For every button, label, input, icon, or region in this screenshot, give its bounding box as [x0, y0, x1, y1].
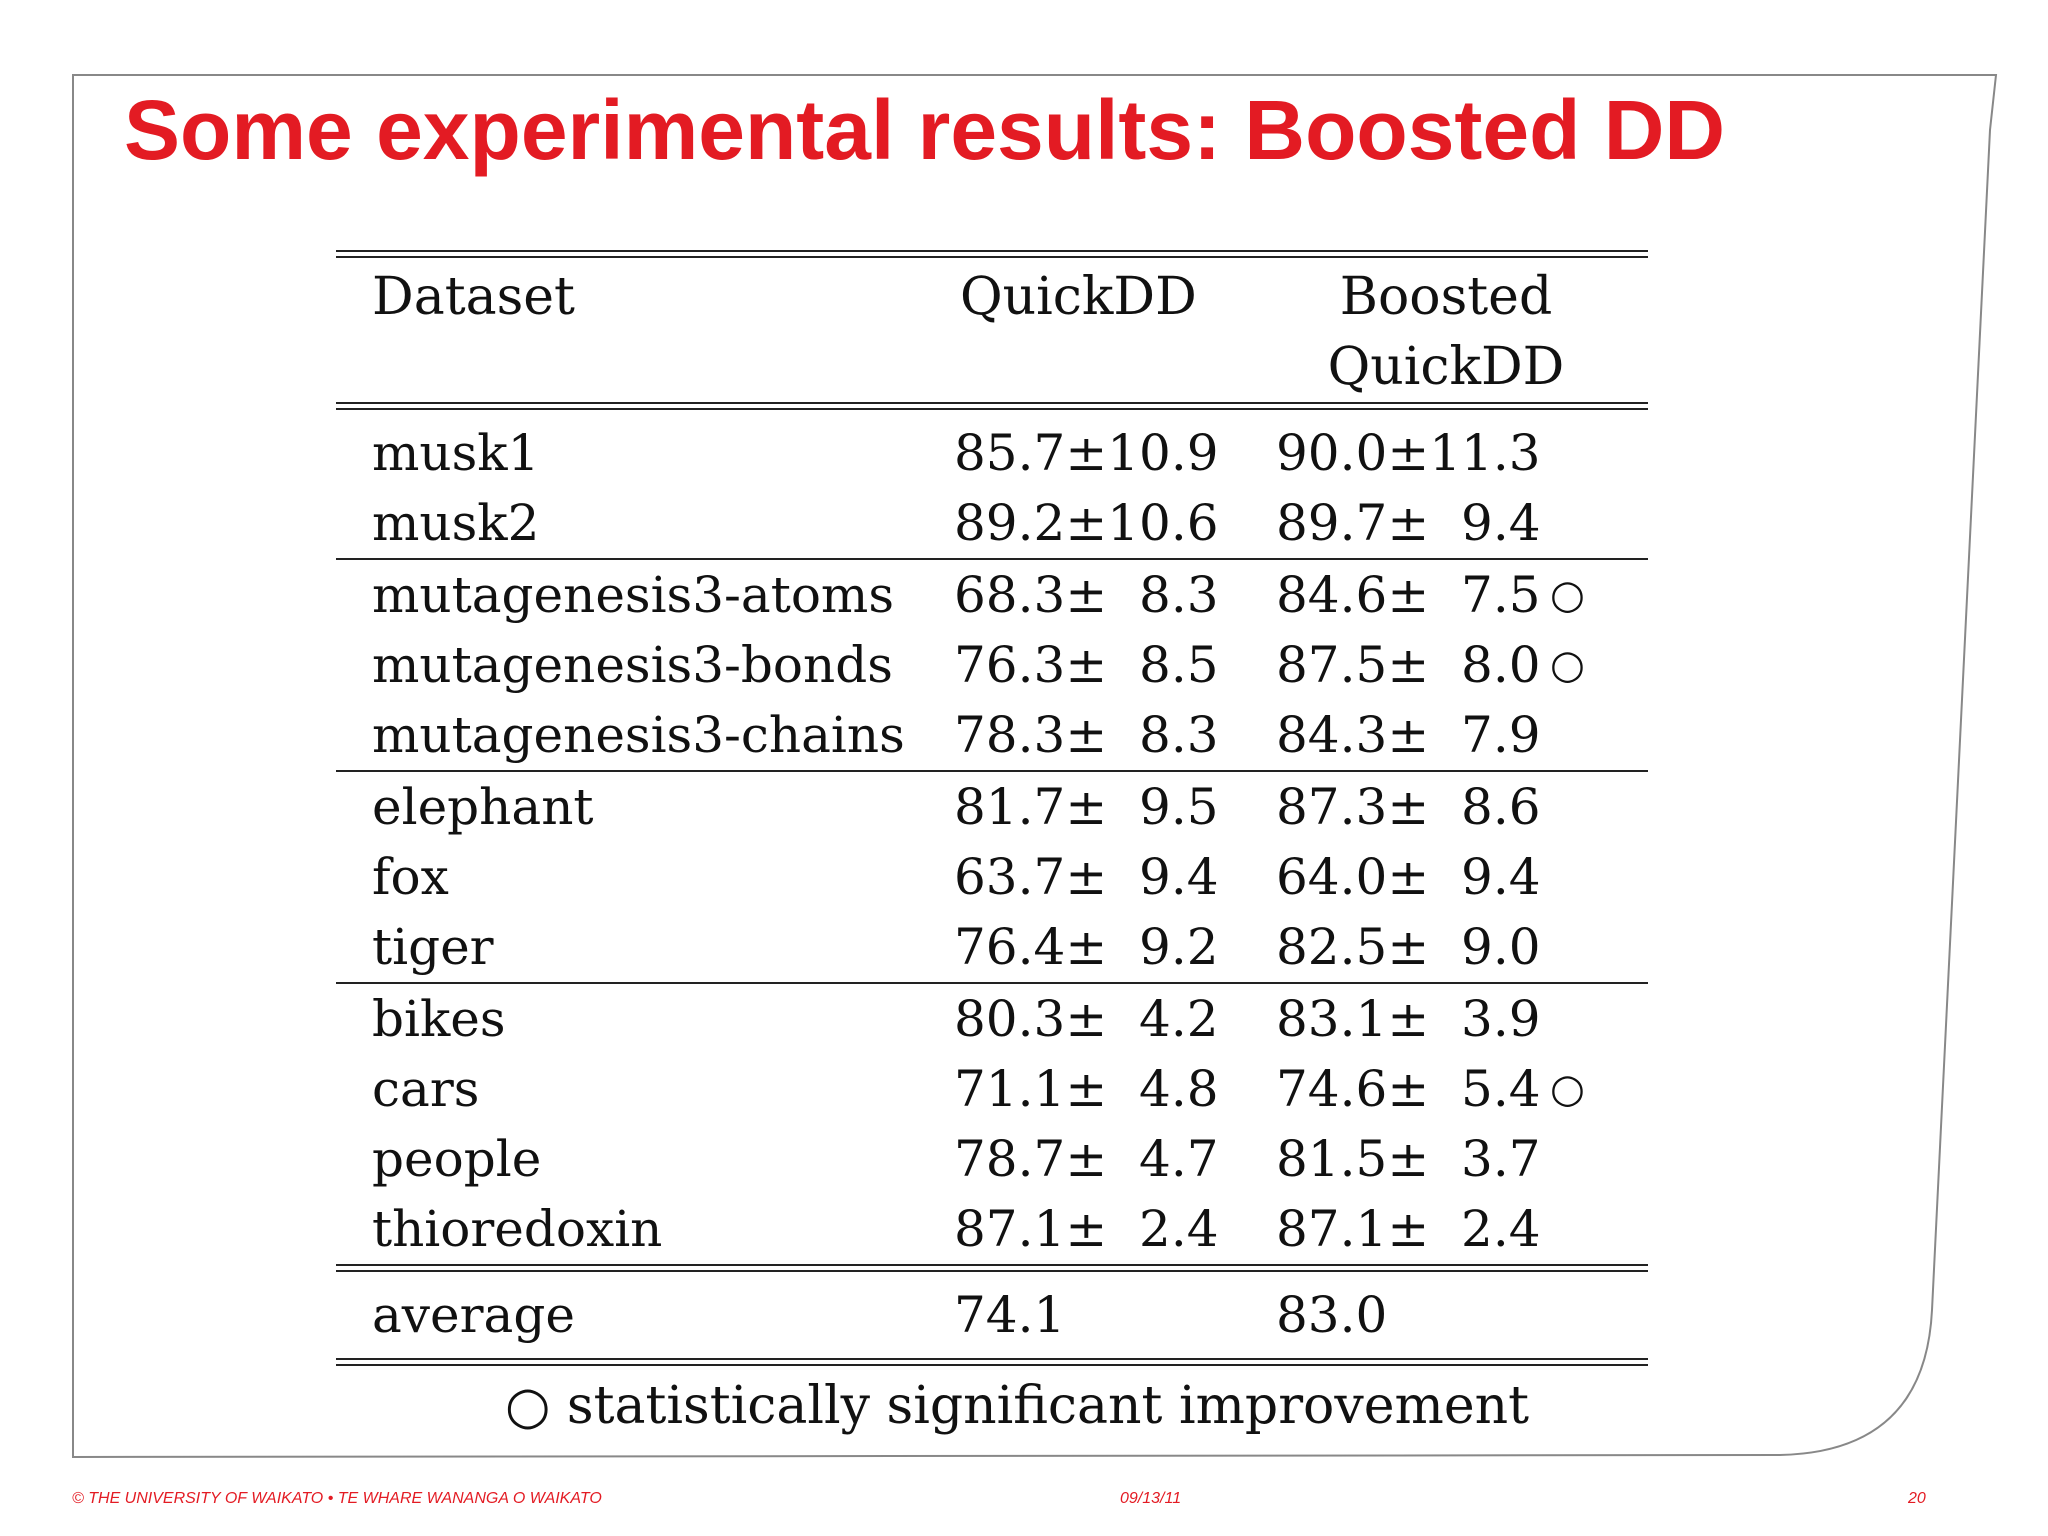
boosted-cell: 87.1± 2.4	[1276, 1200, 1541, 1258]
dataset-cell: thioredoxin	[372, 1200, 663, 1258]
table-top-rule	[336, 250, 1648, 258]
table-row: mutagenesis3-chains 78.3± 8.3 84.3± 7.9	[336, 700, 1648, 770]
boosted-cell: 64.0± 9.4	[1276, 848, 1541, 906]
dataset-cell: tiger	[372, 918, 494, 976]
average-boosted: 83.0	[1276, 1286, 1388, 1344]
header-rule	[336, 402, 1648, 410]
quickdd-cell: 68.3± 8.3	[954, 566, 1219, 624]
table-row: mutagenesis3-bonds 76.3± 8.5 87.5± 8.0 ○	[336, 630, 1648, 700]
group-separator	[336, 558, 1648, 560]
dataset-cell: musk2	[372, 494, 540, 552]
table-row: musk1 85.7±10.9 90.0±11.3	[336, 418, 1648, 488]
footer-page-number: 20	[1908, 1490, 1926, 1507]
dataset-cell: fox	[372, 848, 449, 906]
average-row: average 74.1 83.0	[336, 1272, 1648, 1358]
boosted-cell: 84.3± 7.9	[1276, 706, 1541, 764]
legend-wrap: ○ statistically significant improvement	[336, 1366, 1648, 1446]
header-dataset: Dataset	[372, 267, 575, 327]
quickdd-cell: 85.7±10.9	[954, 424, 1219, 482]
table-row: musk2 89.2±10.6 89.7± 9.4	[336, 488, 1648, 558]
table-row: fox 63.7± 9.4 64.0± 9.4	[336, 842, 1648, 912]
footer-copyright: © THE UNIVERSITY OF WAIKATO • TE WHARE W…	[72, 1490, 602, 1507]
dataset-cell: bikes	[372, 990, 506, 1048]
table-header: Dataset QuickDD Boosted QuickDD	[336, 258, 1648, 402]
boosted-cell: 87.5± 8.0	[1276, 636, 1541, 694]
footer-date: 09/13/11	[1120, 1490, 1182, 1507]
boosted-cell: 89.7± 9.4	[1276, 494, 1541, 552]
table-row: tiger 76.4± 9.2 82.5± 9.0	[336, 912, 1648, 982]
group-separator	[336, 770, 1648, 772]
legend-note: ○ statistically significant improvement	[505, 1376, 1529, 1436]
quickdd-cell: 78.3± 8.3	[954, 706, 1219, 764]
table-bottom-rule	[336, 1358, 1648, 1366]
dataset-cell: mutagenesis3-bonds	[372, 636, 893, 694]
boosted-cell: 87.3± 8.6	[1276, 778, 1541, 836]
slide-title: Some experimental results: Boosted DD	[124, 83, 1726, 177]
quickdd-cell: 89.2±10.6	[954, 494, 1219, 552]
boosted-cell: 81.5± 3.7	[1276, 1130, 1541, 1188]
quickdd-cell: 76.3± 8.5	[954, 636, 1219, 694]
dataset-cell: mutagenesis3-atoms	[372, 566, 894, 624]
quickdd-cell: 78.7± 4.7	[954, 1130, 1219, 1188]
table-row: mutagenesis3-atoms 68.3± 8.3 84.6± 7.5 ○	[336, 560, 1648, 630]
header-boosted-line2: QuickDD	[1327, 337, 1565, 397]
average-label: average	[372, 1286, 575, 1344]
header-boosted-line1: Boosted	[1339, 267, 1553, 327]
table-row: elephant 81.7± 9.5 87.3± 8.6	[336, 772, 1648, 842]
table-row: bikes 80.3± 4.2 83.1± 3.9	[336, 984, 1648, 1054]
boosted-cell: 83.1± 3.9	[1276, 990, 1541, 1048]
spacer	[336, 410, 1648, 418]
boosted-cell: 84.6± 7.5	[1276, 566, 1541, 624]
quickdd-cell: 81.7± 9.5	[954, 778, 1219, 836]
table-row: cars 71.1± 4.8 74.6± 5.4 ○	[336, 1054, 1648, 1124]
header-quickdd: QuickDD	[960, 267, 1197, 327]
group-separator	[336, 982, 1648, 984]
average-rule	[336, 1264, 1648, 1272]
boosted-cell: 82.5± 9.0	[1276, 918, 1541, 976]
dataset-cell: mutagenesis3-chains	[372, 706, 905, 764]
significance-mark: ○	[1550, 572, 1585, 618]
significance-mark: ○	[1550, 1066, 1585, 1112]
table-body: musk1 85.7±10.9 90.0±11.3 musk2 89.2±10.6 89.…	[336, 410, 1648, 1264]
quickdd-cell: 87.1± 2.4	[954, 1200, 1219, 1258]
dataset-cell: musk1	[372, 424, 540, 482]
dataset-cell: cars	[372, 1060, 480, 1118]
table-row: people 78.7± 4.7 81.5± 3.7	[336, 1124, 1648, 1194]
dataset-cell: people	[372, 1130, 542, 1188]
average-quickdd: 74.1	[954, 1286, 1066, 1344]
results-table: Dataset QuickDD Boosted QuickDD musk1 85.…	[336, 250, 1648, 1446]
quickdd-cell: 71.1± 4.8	[954, 1060, 1219, 1118]
boosted-cell: 74.6± 5.4	[1276, 1060, 1541, 1118]
significance-mark: ○	[1550, 642, 1585, 688]
dataset-cell: elephant	[372, 778, 594, 836]
quickdd-cell: 76.4± 9.2	[954, 918, 1219, 976]
table-row: thioredoxin 87.1± 2.4 87.1± 2.4	[336, 1194, 1648, 1264]
header-boosted: Boosted QuickDD	[1296, 262, 1596, 402]
quickdd-cell: 63.7± 9.4	[954, 848, 1219, 906]
quickdd-cell: 80.3± 4.2	[954, 990, 1219, 1048]
boosted-cell: 90.0±11.3	[1276, 424, 1541, 482]
